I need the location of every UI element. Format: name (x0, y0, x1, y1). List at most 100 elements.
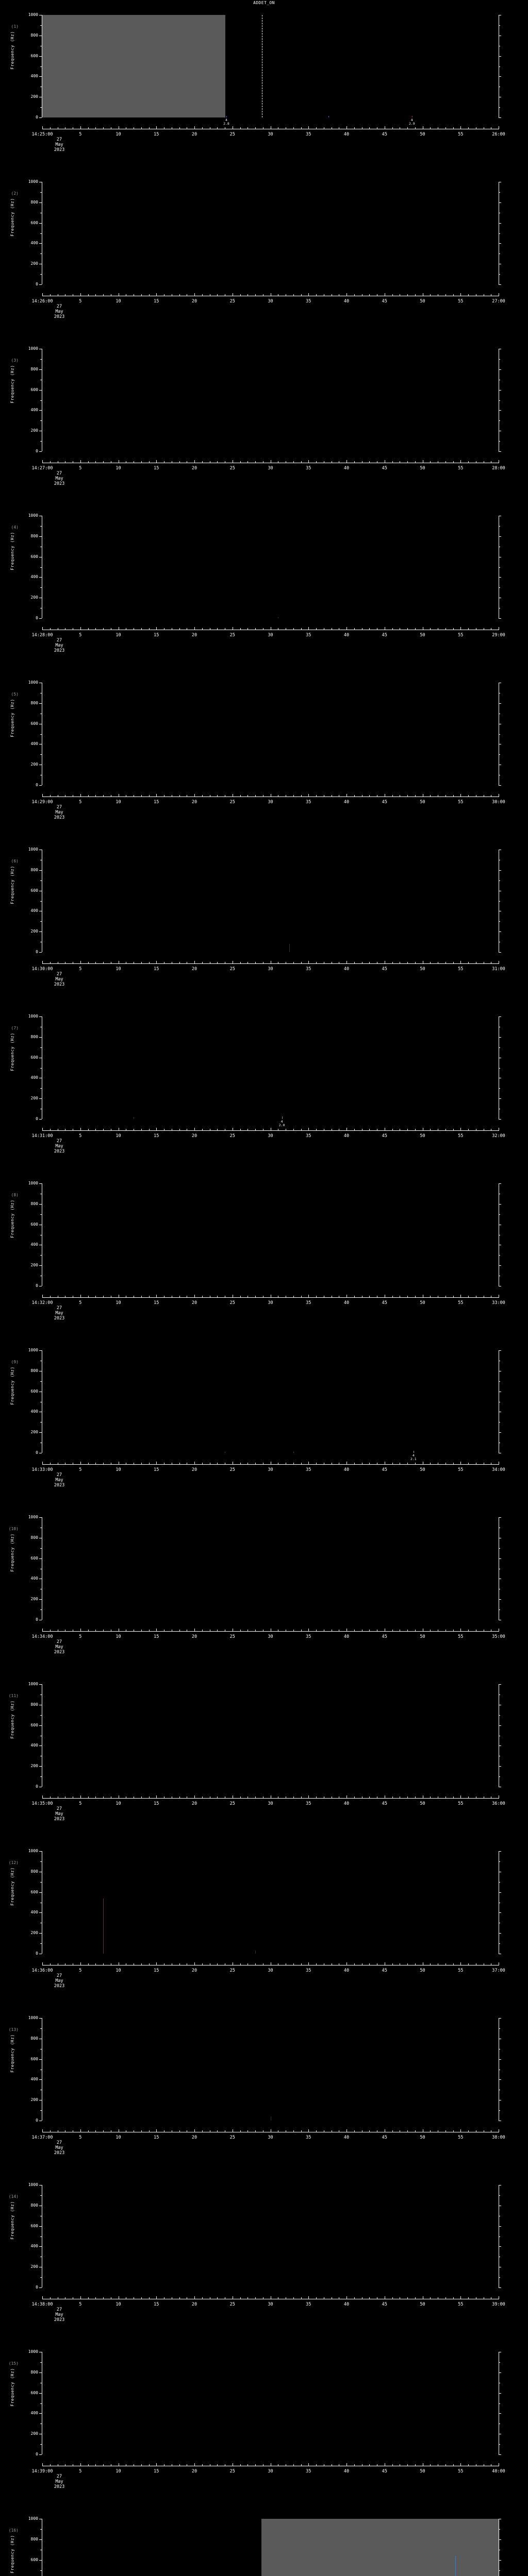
event-marker[interactable] (282, 1116, 283, 1119)
y-tick-label: 1000 (28, 1014, 38, 1019)
x-tick-minor (354, 294, 355, 296)
panel-2[interactable]: (2) Frequency (Hz) 0 200 400 600 800 1000 14:26:… (0, 173, 528, 340)
panel-7[interactable]: (7) Frequency (Hz) 0 200 400 600 800 1000 4 2.0 14… (0, 1007, 528, 1174)
plot-area[interactable] (42, 1517, 499, 1620)
x-tick-major (80, 2296, 81, 2299)
plot-area[interactable] (42, 2018, 499, 2121)
y-tick-major-right (499, 618, 501, 619)
plot-area[interactable] (42, 1684, 499, 1787)
x-tick-label: 5 (79, 299, 82, 304)
y-axis-label: Frequency (Hz) (10, 2201, 15, 2240)
plot-area[interactable] (42, 1851, 499, 1954)
plot-area[interactable] (42, 1350, 499, 1453)
y-tick-major-right (499, 2372, 501, 2373)
date-line: May (55, 1311, 63, 1316)
event-marker[interactable] (293, 1452, 294, 1453)
x-tick-label: 15 (154, 1968, 159, 1973)
x-tick-minor (415, 1129, 416, 1131)
y-tick-minor (40, 880, 42, 881)
plot-area[interactable] (42, 2352, 499, 2454)
panel-11[interactable]: (11) Frequency (Hz) 0 200 400 600 800 1000 14:35… (0, 1675, 528, 1842)
y-tick-major (39, 870, 42, 871)
y-tick-label: 600 (30, 2390, 38, 2395)
y-tick-minor (40, 1609, 42, 1611)
x-tick-label: 30 (268, 1801, 273, 1806)
y-tick-label: 200 (30, 1597, 38, 1602)
y-tick-major-right (499, 1119, 501, 1120)
panel-12[interactable]: (12) Frequency (Hz) 0 200 400 600 800 1000 14:36… (0, 1842, 528, 2009)
x-tick-minor (468, 962, 469, 964)
event-marker[interactable] (255, 1951, 256, 1954)
x-tick-minor (50, 2130, 51, 2132)
x-tick-minor (148, 1463, 150, 1465)
event-marker[interactable] (289, 944, 290, 952)
x-tick-label: 35 (306, 1634, 311, 1639)
event-marker[interactable] (103, 1898, 104, 1954)
plot-area[interactable] (42, 182, 499, 284)
plot-area[interactable] (42, 850, 499, 952)
x-tick-label: 45 (382, 132, 387, 137)
y-tick-label: 600 (30, 1555, 38, 1561)
plot-area[interactable] (42, 2519, 499, 2576)
x-tick-minor (301, 461, 302, 463)
x-tick-minor (50, 962, 51, 964)
x-tick-major (346, 460, 347, 463)
x-tick-minor (255, 962, 256, 964)
panel-1[interactable]: (1) Frequency (Hz) 0 200 400 600 800 1000 4 2.8 4 2… (0, 6, 528, 173)
x-tick-minor (255, 461, 256, 463)
x-tick-minor (202, 962, 203, 964)
x-tick-label: 55 (458, 1467, 464, 1472)
event-marker[interactable] (226, 116, 227, 117)
y-tick-major (39, 2059, 42, 2060)
x-tick-minor (179, 2297, 180, 2299)
date-label: 27 May 2023 (42, 304, 76, 319)
x-tick-major (460, 2463, 461, 2466)
x-tick-minor (316, 2464, 317, 2466)
x-tick-minor (430, 127, 431, 129)
x-tick-major (156, 1629, 157, 1632)
panel-15[interactable]: (15) Frequency (Hz) 0 200 400 600 800 1000 14:39… (0, 2343, 528, 2510)
y-tick-minor-right (499, 2403, 500, 2404)
x-tick-minor (392, 127, 393, 129)
plot-area[interactable] (42, 516, 499, 618)
x-tick-label-end: 37:00 (492, 1968, 505, 1973)
panel-14[interactable]: (14) Frequency (Hz) 0 200 400 600 800 1000 14:38… (0, 2176, 528, 2343)
y-tick-major (39, 577, 42, 578)
y-tick-major-right (499, 284, 501, 285)
x-tick-label: 10 (116, 1467, 121, 1472)
x-tick-minor (301, 2130, 302, 2132)
panel-5[interactable]: (5) Frequency (Hz) 0 200 400 600 800 1000 14:29:… (0, 673, 528, 840)
panel-13[interactable]: (13) Frequency (Hz) 0 200 400 600 800 1000 14:37… (0, 2009, 528, 2176)
panel-10[interactable]: (10) Frequency (Hz) 0 200 400 600 800 1000 14:34… (0, 1508, 528, 1675)
y-tick-label: 800 (30, 1201, 38, 1206)
x-tick-minor (217, 1296, 218, 1298)
y-tick-label: 800 (30, 1368, 38, 1373)
plot-area[interactable] (42, 349, 499, 451)
panel-3[interactable]: (3) Frequency (Hz) 0 200 400 600 800 1000 14:27:… (0, 340, 528, 506)
x-tick-label: 10 (116, 299, 121, 304)
y-tick-major (39, 2372, 42, 2373)
plot-area[interactable] (42, 15, 499, 117)
panel-8[interactable]: (8) Frequency (Hz) 0 200 400 600 800 1000 14:32:… (0, 1174, 528, 1341)
event-marker[interactable] (455, 2555, 456, 2576)
event-marker[interactable] (328, 116, 329, 117)
plot-area[interactable] (42, 1016, 499, 1119)
plot-area[interactable] (42, 683, 499, 785)
panel-16[interactable]: (16)Frequency (Hz)0200400600800100014:40… (0, 2510, 528, 2576)
x-axis: 14:35:00 5 10 15 20 25 30 35 40 45 50 55 36:00 27 May 2… (0, 1795, 528, 1839)
x-tick-label: 15 (154, 1467, 159, 1472)
x-tick-label-start: 14:29:00 (31, 800, 53, 805)
x-tick-minor (392, 1296, 393, 1298)
y-tick-major-right (499, 1037, 501, 1038)
x-tick-minor (50, 1463, 51, 1465)
plot-area[interactable] (42, 1183, 499, 1286)
x-tick-label: 25 (229, 2469, 235, 2474)
plot-area[interactable] (42, 2185, 499, 2287)
panel-4[interactable]: (4) Frequency (Hz) 0 200 400 600 800 1000 14:28:… (0, 506, 528, 673)
x-tick-label: 55 (458, 132, 464, 137)
y-tick-major (39, 76, 42, 77)
y-tick-label: 1000 (28, 1181, 38, 1185)
panel-6[interactable]: (6) Frequency (Hz) 0 200 400 600 800 1000 14:30:… (0, 840, 528, 1007)
panel-9[interactable]: (9) Frequency (Hz) 0 200 400 600 800 1000 4 2.1 14… (0, 1341, 528, 1508)
y-tick-minor-right (499, 253, 500, 255)
